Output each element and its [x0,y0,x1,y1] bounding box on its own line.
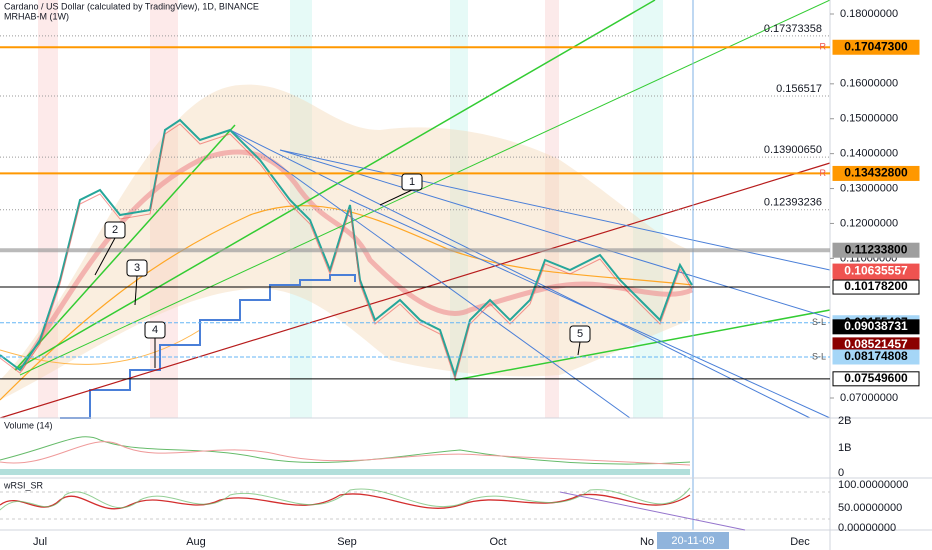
wrsi-tick: 0.00000000 [838,522,896,534]
callout-label: 4 [152,324,158,336]
price-tag-label: 0.07549600 [844,371,908,385]
time-label: Dec [790,536,810,548]
price-tick: 0.16000000 [840,78,898,90]
callout-label: 1 [409,176,415,188]
volume-ma-2 [0,441,691,466]
trend-line [279,149,831,319]
price-tag [832,242,920,258]
price-tag-label: 0.08521457 [844,337,908,351]
time-label: No [640,536,654,548]
price-tag-label: 0.10635557 [844,263,908,277]
indicator-label: MRHAB-M (1W) [4,11,69,21]
time-label: Sep [337,536,357,548]
envelope [0,84,690,400]
ma [0,205,693,401]
price-path-shadow [0,123,693,381]
price-tag-flag: R [820,168,827,178]
price-tag-label: 0.13432800 [844,166,908,180]
volume-tick: 2B [838,415,851,427]
trend-line [14,0,656,371]
volume-title: Volume (14) [4,420,53,430]
price-tag [832,371,920,387]
chart-title: Cardano / US Dollar (calculated by Tradi… [4,1,259,11]
price-tag-label: 0.11233800 [845,242,908,256]
rsi-trend [559,491,746,531]
callout-pointer [577,341,581,356]
price-tick: 0.13000000 [840,182,898,194]
callout [144,321,166,339]
volume-tick: 0 [838,467,844,479]
price-tag-label: 0.08174808 [844,349,908,363]
price-tick: 0.14000000 [840,148,898,160]
callout [569,325,591,343]
price-tick: 0.18000000 [840,8,898,20]
callout-pointer [134,275,138,306]
callout-pointer [379,189,413,206]
trend-line [229,129,811,419]
price-tag-flag: S-L [812,351,826,361]
callout-pointer [94,237,116,276]
rsi-line [0,493,691,510]
step-line [60,274,356,419]
price-tick: 0.15000000 [840,113,898,125]
time-label: Oct [489,536,506,548]
trend-line [14,124,236,371]
price-tick: 0.12000000 [840,217,898,229]
level-label: 0.156517 [776,83,822,95]
callout-label: 3 [134,262,140,274]
level-label: 0.17373358 [764,23,822,35]
cursor-label: 20-11-09 [671,535,714,547]
price-tag [832,349,920,365]
cursor-box [657,532,729,549]
price-tag-flag: R [820,42,827,52]
callout-label: 5 [577,328,583,340]
wrsi-title: wRSI_SR [3,480,44,490]
price-tag-flag: S-L [812,317,826,327]
callout-label: 2 [112,224,118,236]
price-tag [832,165,920,181]
wrsi-tick: 50.00000000 [838,502,902,514]
price-tag [832,319,920,335]
trend-line [19,0,831,376]
time-label: Aug [186,536,206,548]
price-tag-label: 0.17047300 [844,39,908,53]
level-label: 0.12393236 [764,197,822,209]
volume-tick: 1B [838,442,851,454]
time-label: Jul [33,536,47,548]
price-path [0,118,693,379]
trend-line [349,199,831,419]
callout [104,221,126,239]
trend-line [454,309,831,381]
price-tag-label: 0.09038731 [844,319,908,333]
price-tick: 0.07000000 [840,392,898,404]
trend-line [0,162,831,419]
callout [401,173,423,191]
callout [126,259,148,277]
price-tag [832,279,920,295]
trend-line [229,129,631,419]
wrsi-tick: 100.00000000 [838,479,908,491]
price-tag [832,39,920,55]
level-label: 0.13900650 [764,144,822,156]
price-tag-label: 0.10178200 [844,279,908,293]
volume-ma [0,436,691,465]
